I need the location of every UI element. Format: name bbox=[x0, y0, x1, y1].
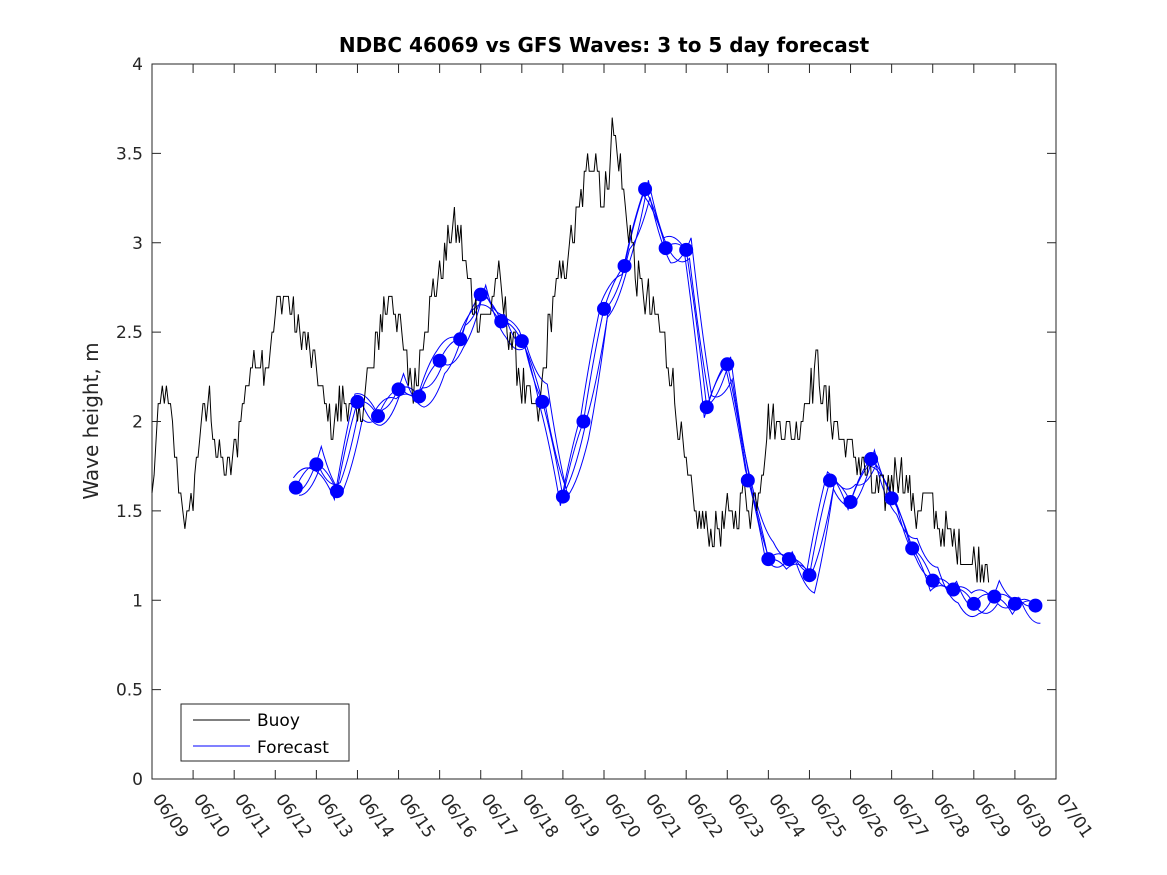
forecast-marker bbox=[535, 394, 550, 409]
forecast-marker bbox=[905, 541, 920, 556]
forecast-marker bbox=[494, 314, 509, 329]
forecast-marker bbox=[823, 473, 837, 488]
forecast-marker bbox=[781, 552, 796, 567]
y-tick-label: 1 bbox=[132, 591, 143, 611]
forecast-marker bbox=[987, 589, 1002, 604]
forecast-marker bbox=[1028, 598, 1043, 613]
forecast-marker bbox=[617, 258, 632, 273]
forecast-marker bbox=[699, 400, 714, 415]
legend-buoy-label: Buoy bbox=[257, 711, 300, 731]
forecast-line-3 bbox=[300, 197, 1041, 624]
forecast-marker bbox=[740, 473, 755, 488]
forecast-marker bbox=[966, 596, 981, 611]
legend: Buoy Forecast bbox=[180, 703, 350, 762]
y-tick-label: 3.5 bbox=[116, 144, 143, 164]
forecast-marker bbox=[288, 480, 303, 495]
y-tick-label: 0 bbox=[132, 770, 143, 790]
chart-title: NDBC 46069 vs GFS Waves: 3 to 5 day fore… bbox=[339, 33, 870, 57]
forecast-marker bbox=[638, 182, 653, 197]
forecast-markers bbox=[288, 182, 1043, 613]
legend-forecast-label: Forecast bbox=[257, 738, 329, 758]
forecast-marker bbox=[371, 409, 385, 424]
forecast-marker bbox=[555, 489, 570, 504]
y-tick-label: 3 bbox=[132, 234, 143, 254]
forecast-marker bbox=[453, 332, 468, 347]
y-tick-label: 0.5 bbox=[116, 681, 143, 701]
forecast-marker bbox=[1007, 596, 1022, 611]
forecast-marker bbox=[946, 582, 961, 597]
forecast-marker bbox=[576, 414, 591, 429]
forecast-marker bbox=[884, 491, 899, 506]
y-axis: 0 0.5 1 1.5 2 2.5 3 3.5 4 bbox=[116, 55, 1056, 790]
forecast-marker bbox=[679, 242, 694, 257]
forecast-marker bbox=[761, 552, 776, 567]
y-tick-label: 1.5 bbox=[116, 502, 143, 522]
forecast-marker bbox=[925, 573, 940, 588]
buoy-line bbox=[151, 117, 990, 583]
y-tick-label: 2.5 bbox=[116, 323, 143, 343]
forecast-marker bbox=[514, 334, 529, 349]
forecast-marker bbox=[432, 353, 447, 368]
forecast-marker bbox=[597, 301, 611, 316]
forecast-marker bbox=[658, 241, 673, 256]
forecast-marker bbox=[309, 457, 324, 472]
y-axis-label: Wave height, m bbox=[79, 342, 103, 499]
legend-box bbox=[180, 703, 350, 762]
forecast-marker bbox=[391, 382, 406, 397]
y-tick-label: 2 bbox=[132, 413, 143, 433]
forecast-marker bbox=[720, 357, 735, 372]
forecast-marker bbox=[412, 389, 427, 404]
plot-area bbox=[151, 63, 1057, 780]
forecast-marker bbox=[864, 452, 879, 467]
forecast-marker bbox=[473, 287, 488, 302]
y-tick-label: 4 bbox=[132, 55, 143, 75]
buoy-line-group bbox=[151, 117, 990, 583]
forecast-marker bbox=[350, 394, 365, 409]
forecast-marker bbox=[802, 568, 817, 583]
forecast-marker bbox=[843, 494, 858, 509]
forecast-marker bbox=[329, 484, 344, 499]
